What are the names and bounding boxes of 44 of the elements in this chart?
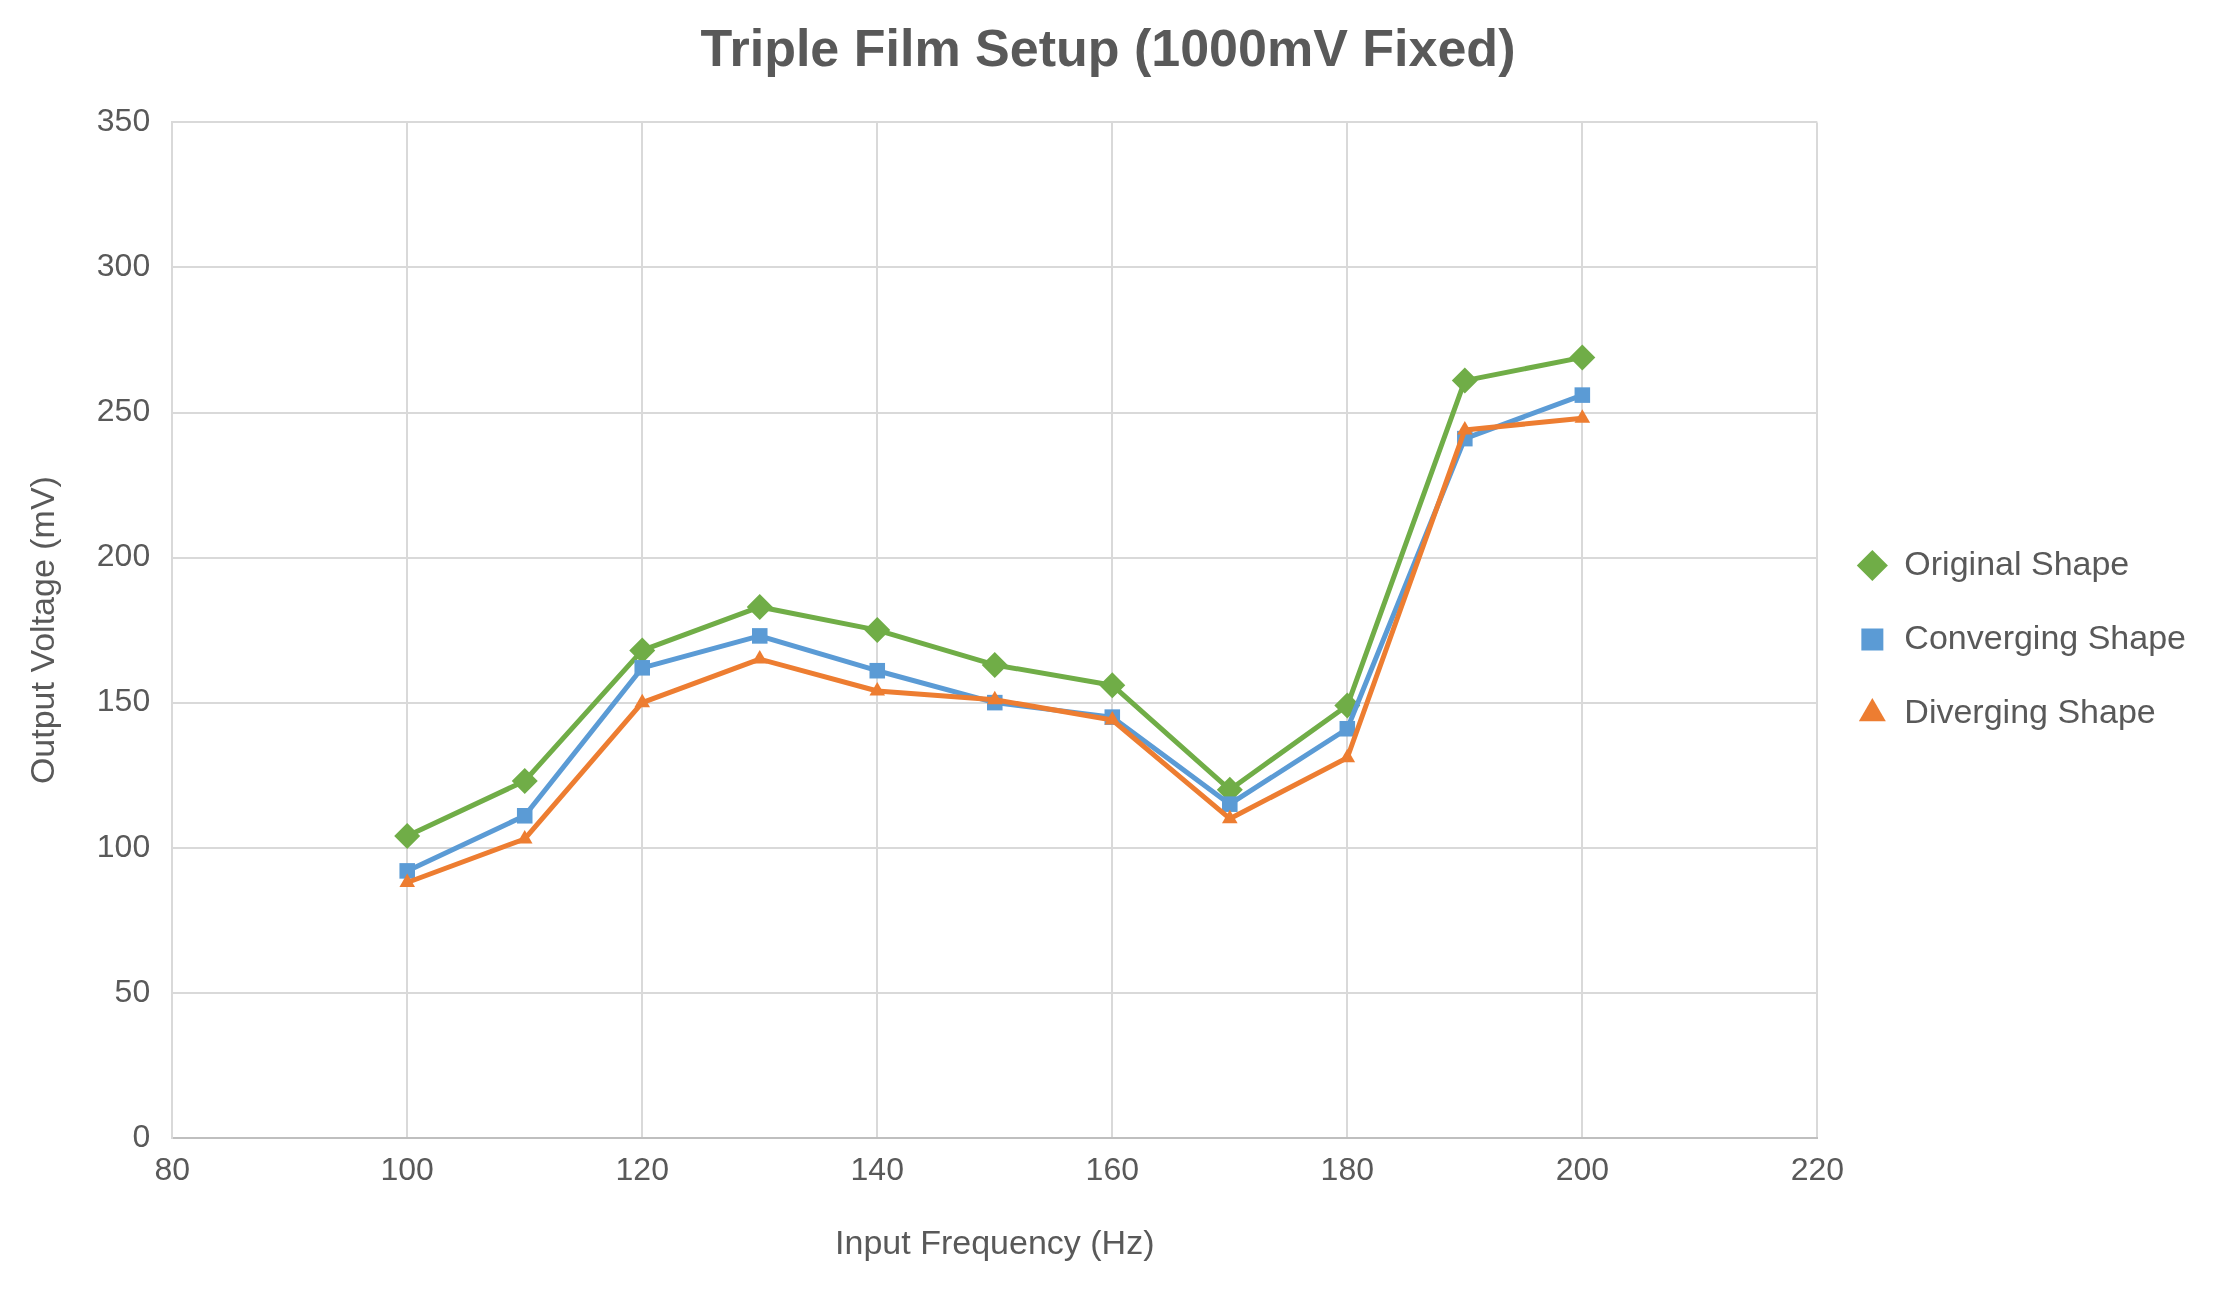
point xyxy=(864,617,891,644)
x-tick-label: 100 xyxy=(380,1150,434,1187)
point xyxy=(1451,367,1478,394)
point xyxy=(1339,720,1356,737)
point xyxy=(634,660,651,676)
legend-label: Converging Shape xyxy=(1904,617,2187,656)
point xyxy=(394,823,421,850)
y-tick-label: 0 xyxy=(132,1117,151,1154)
point xyxy=(516,808,533,824)
point xyxy=(981,651,1008,678)
y-tick-label: 100 xyxy=(96,827,151,864)
y-tick-label: 200 xyxy=(96,537,151,574)
x-tick-label: 120 xyxy=(615,1150,669,1187)
point xyxy=(746,593,773,620)
point xyxy=(1222,809,1238,824)
point xyxy=(1574,387,1591,403)
chart-title: Triple Film Setup (1000mV Fixed) xyxy=(700,18,1516,77)
y-axis-title: Output Voltage (mV) xyxy=(22,476,61,785)
point xyxy=(869,682,886,696)
x-tick-label: 180 xyxy=(1320,1150,1374,1187)
legend-label: Diverging Shape xyxy=(1904,691,2156,730)
point xyxy=(511,767,538,794)
point xyxy=(1222,796,1238,812)
x-tick-label: 220 xyxy=(1790,1150,1845,1187)
x-tick-label: 200 xyxy=(1555,1150,1610,1187)
x-tick-label: 140 xyxy=(850,1150,904,1187)
y-tick-label: 300 xyxy=(96,247,151,284)
point xyxy=(516,829,533,844)
point xyxy=(1099,672,1126,699)
point xyxy=(399,873,416,887)
legend-label: Original Shape xyxy=(1904,543,2130,582)
point xyxy=(1569,344,1596,371)
y-tick-label: 50 xyxy=(114,972,151,1009)
point xyxy=(986,690,1003,705)
y-tick-label: 250 xyxy=(96,392,151,429)
point xyxy=(634,693,651,708)
x-axis-title: Input Frequency (Hz) xyxy=(835,1222,1155,1261)
point xyxy=(399,863,415,879)
point xyxy=(751,628,768,644)
y-tick-label: 350 xyxy=(96,102,151,139)
x-tick-label: 80 xyxy=(154,1150,190,1187)
x-tick-label: 160 xyxy=(1085,1150,1139,1187)
y-tick-label: 150 xyxy=(96,682,151,719)
point xyxy=(869,662,886,679)
